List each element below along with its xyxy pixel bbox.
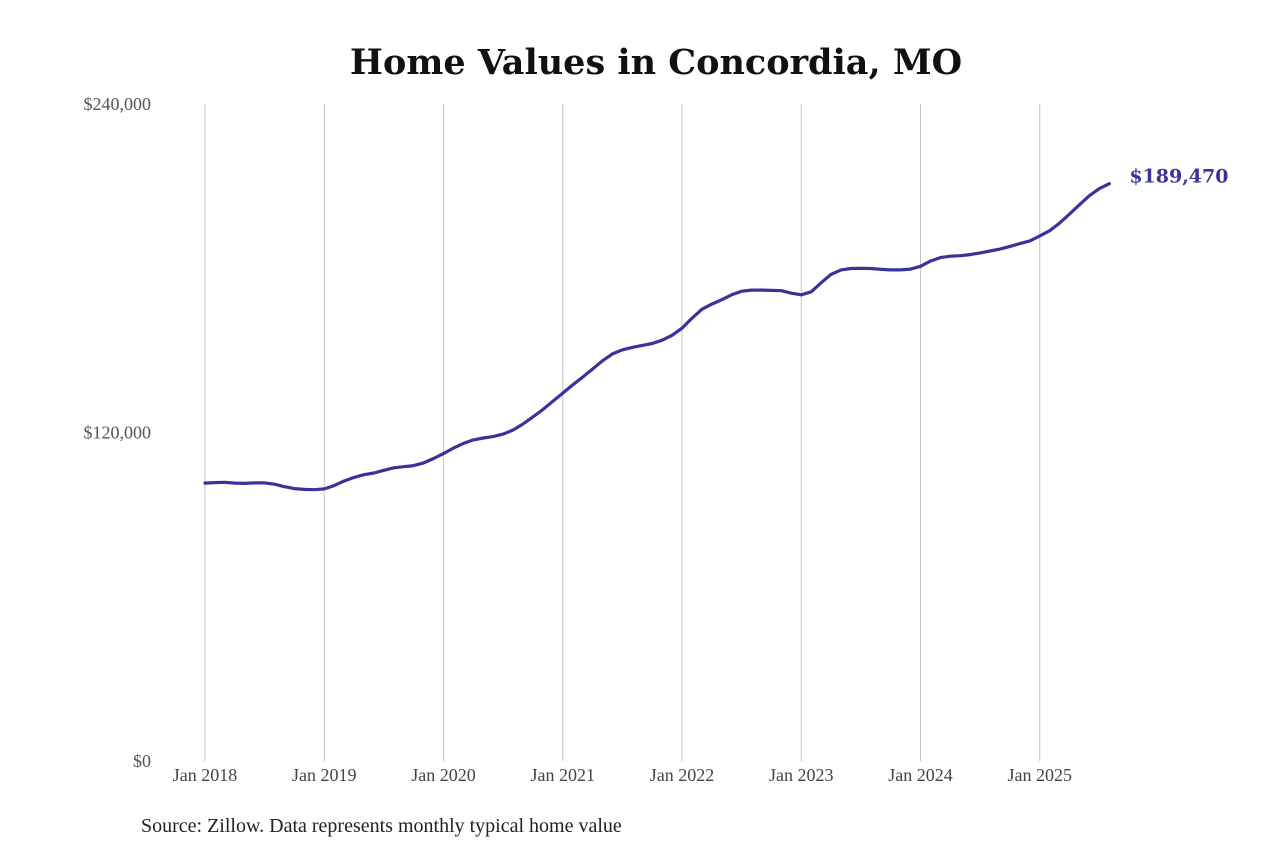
series-line	[203, 182, 1111, 492]
x-tick-label: Jan 2024	[888, 765, 953, 785]
gridlines	[204, 104, 1041, 761]
end-value-label: $189,470	[1129, 166, 1228, 188]
y-axis-ticks: $0 $120,000 $240,000	[84, 94, 152, 771]
y-tick-label: $120,000	[84, 423, 152, 443]
chart-title: Home Values in Concordia, MO	[350, 42, 962, 83]
x-tick-label: Jan 2023	[769, 765, 834, 785]
x-tick-label: Jan 2025	[1008, 765, 1073, 785]
x-tick-label: Jan 2018	[173, 765, 238, 785]
x-tick-label: Jan 2019	[292, 765, 357, 785]
source-note: Source: Zillow. Data represents monthly …	[141, 815, 622, 837]
x-tick-label: Jan 2020	[411, 765, 476, 785]
y-tick-label: $0	[133, 751, 151, 771]
y-tick-label: $240,000	[84, 94, 152, 114]
x-tick-label: Jan 2021	[531, 765, 596, 785]
x-axis-ticks: Jan 2018 Jan 2019 Jan 2020 Jan 2021 Jan 2022…	[173, 765, 1072, 785]
x-tick-label: Jan 2022	[650, 765, 715, 785]
